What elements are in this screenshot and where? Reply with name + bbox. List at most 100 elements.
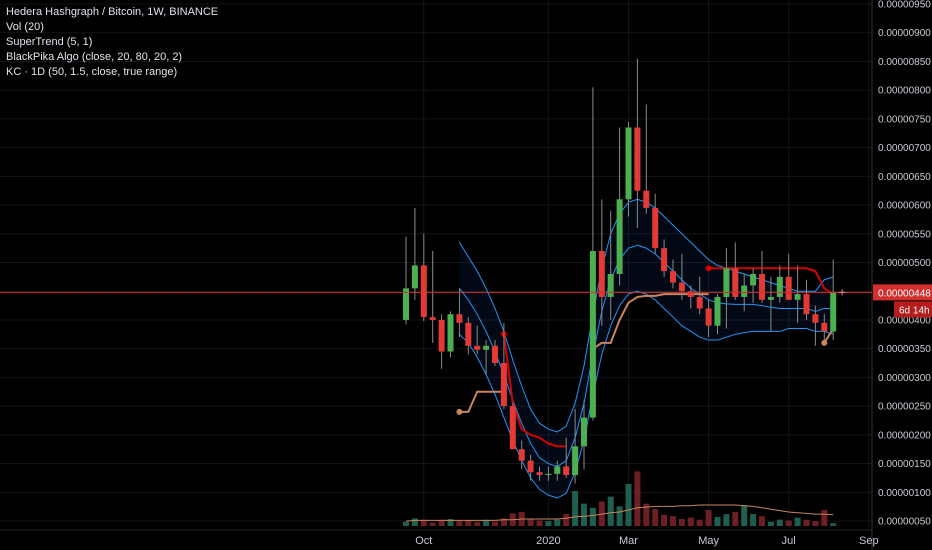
candle-body xyxy=(456,314,463,323)
candle-body xyxy=(589,251,596,418)
volume-bars xyxy=(403,471,837,526)
candle-body xyxy=(554,466,561,474)
time-tick-label: Oct xyxy=(415,535,432,547)
candle-body xyxy=(447,314,454,352)
candle-body xyxy=(420,265,427,318)
price-tick-label: 0.00000100 xyxy=(878,488,931,499)
kc-indicator-label[interactable]: KC · 1D (50, 1.5, close, true range) xyxy=(6,66,178,78)
candle-body xyxy=(581,417,587,447)
candle-body xyxy=(776,276,783,297)
price-tick-label: 0.00000050 xyxy=(878,517,931,528)
volume-bar xyxy=(812,521,819,526)
candle-body xyxy=(607,273,614,297)
volume-ma-line xyxy=(405,504,834,522)
candle-body xyxy=(403,288,409,320)
volume-bar xyxy=(705,509,712,526)
candle-body xyxy=(661,248,668,272)
candle-body xyxy=(803,294,810,315)
volume-bar xyxy=(652,509,659,526)
volume-bar xyxy=(527,519,534,526)
volume-bar xyxy=(572,491,579,526)
supertrend-indicator-label[interactable]: SuperTrend (5, 1) xyxy=(6,36,93,48)
price-tick-label: 0.00000700 xyxy=(878,143,931,154)
supertrend-segment xyxy=(459,390,504,413)
candle-body xyxy=(429,317,436,320)
candle-body xyxy=(483,345,490,350)
candle-body xyxy=(563,466,570,476)
volume-bar xyxy=(563,514,570,526)
time-axis[interactable]: Oct 2020 Mar May Jul Sep xyxy=(0,529,879,547)
candle-body xyxy=(536,472,543,476)
candle-body xyxy=(652,207,659,249)
candle-body xyxy=(465,322,472,346)
volume-indicator-label[interactable]: Vol (20) xyxy=(6,21,44,33)
candle-body xyxy=(545,473,552,476)
price-tick-label: 0.00000650 xyxy=(878,172,931,183)
candle-body xyxy=(830,292,837,332)
candle-body xyxy=(732,268,739,297)
supertrend-dot xyxy=(821,339,828,346)
volume-bar xyxy=(732,512,739,526)
price-tick-label: 0.00000400 xyxy=(878,315,931,326)
volume-bar xyxy=(678,519,685,526)
volume-bar xyxy=(794,517,801,526)
volume-bar xyxy=(483,519,490,526)
chart-grid xyxy=(0,0,872,530)
time-tick-label: Sep xyxy=(859,535,879,547)
candle-body xyxy=(812,314,819,323)
candle-body xyxy=(509,406,516,450)
volume-bar xyxy=(465,520,472,526)
volume-bar xyxy=(474,521,481,526)
last-price-line xyxy=(0,289,872,296)
volume-bar xyxy=(821,509,828,526)
candle-body xyxy=(411,265,418,289)
price-tick-label: 0.00000750 xyxy=(878,114,931,125)
price-tick-label: 0.00000150 xyxy=(878,459,931,470)
candle-body xyxy=(634,127,641,191)
price-axis[interactable]: 0.00000950 0.00000900 0.00000850 0.00000800… xyxy=(871,0,931,550)
candle-body xyxy=(705,308,712,326)
volume-bar xyxy=(411,518,418,526)
candle-body xyxy=(518,449,525,461)
candle-body xyxy=(616,199,623,274)
time-tick-label: 2020 xyxy=(536,535,560,547)
candle-body xyxy=(474,345,481,350)
supertrend-dot xyxy=(705,265,712,272)
price-badge-bg xyxy=(873,284,932,301)
candle-body xyxy=(750,273,757,286)
candle-body xyxy=(714,296,721,326)
candle-body xyxy=(741,285,748,297)
symbol-title[interactable]: Hedera Hashgraph / Bitcoin, 1W, BINANCE xyxy=(6,6,219,18)
volume-bar xyxy=(429,522,436,526)
volume-bar xyxy=(420,519,427,526)
volume-bar xyxy=(625,484,632,526)
volume-bar xyxy=(670,516,676,526)
candle-body xyxy=(598,251,605,297)
candle-body xyxy=(500,363,507,407)
volume-bar xyxy=(581,503,587,526)
kc-fill xyxy=(459,199,834,499)
price-tick-label: 0.00000200 xyxy=(878,430,931,441)
candlesticks xyxy=(403,58,837,484)
volume-bar xyxy=(536,520,543,526)
candle-body xyxy=(527,460,534,473)
volume-bar xyxy=(589,507,596,526)
volume-bar xyxy=(714,516,721,526)
candle-body xyxy=(723,268,730,297)
price-tick-label: 0.00000550 xyxy=(878,229,931,240)
volume-bar xyxy=(500,518,507,526)
candle-body xyxy=(492,345,498,364)
blackpika-indicator-label[interactable]: BlackPika Algo (close, 20, 80, 20, 2) xyxy=(6,51,183,63)
volume-bar xyxy=(687,517,694,526)
volume-bar xyxy=(616,506,623,526)
volume-bar xyxy=(723,514,730,526)
price-tick-label: 0.00000250 xyxy=(878,402,931,413)
volume-bar xyxy=(607,496,614,526)
candle-body xyxy=(767,296,774,300)
time-tick-label: Jul xyxy=(782,535,796,547)
candle-body xyxy=(785,276,792,300)
time-tick-label: Mar xyxy=(619,535,638,547)
candle-body xyxy=(794,294,801,300)
volume-bar xyxy=(803,519,810,526)
